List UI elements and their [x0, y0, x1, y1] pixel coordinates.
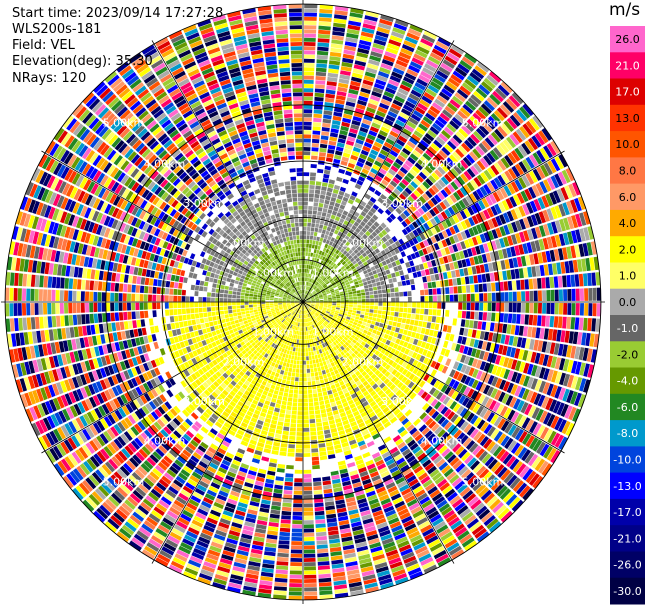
azimuth-spokes: [1, 0, 605, 604]
range-ring-label: 5.00km: [103, 476, 145, 489]
colorbar-tick-label: -6.0: [617, 401, 638, 414]
colorbar-ticks: 26.0 21.0 17.0 13.0 10.0 8.0 6.0 4.0 2.0 1.0 0.0 -1…: [613, 33, 641, 598]
colorbar-segment: [610, 262, 645, 290]
colorbar-segment: [610, 131, 645, 158]
colorbar-tick-label: -8.0: [617, 427, 638, 440]
azimuth-spoke: [302, 150, 565, 303]
colorbar-segment: [610, 236, 645, 263]
azimuth-spoke: [302, 301, 565, 454]
range-ring-label: 3.00km: [183, 395, 225, 408]
colorbar-tick-label: 6.0: [619, 191, 637, 204]
colorbar-segment: [610, 52, 645, 80]
range-ring-label: 5.00km: [462, 116, 504, 129]
range-ring-labels: 1.00km 2.00km 3.00km 4.00km 5.00km 1.00km 2.00…: [103, 116, 504, 488]
instrument-label: WLS200s-181: [12, 22, 102, 37]
range-ring-label: 4.00km: [421, 435, 463, 448]
azimuth-spoke: [302, 40, 455, 303]
range-ring-label: 2.00km: [223, 355, 265, 368]
range-ring-label: 4.00km: [144, 435, 186, 448]
colorbar-tick-label: -30.0: [613, 585, 641, 598]
colorbar-segment: [610, 393, 645, 421]
colorbar-tick-label: 26.0: [615, 33, 640, 46]
colorbar-tick-label: -2.0: [617, 348, 638, 361]
colorbar-segment: [610, 341, 645, 369]
colorbar-segment: [610, 577, 645, 605]
colorbar-tick-label: -1.0: [617, 322, 638, 335]
colorbar-segment: [610, 498, 645, 526]
range-ring-label: 1.00km: [253, 266, 295, 279]
colorbar-segment: [610, 288, 645, 316]
range-ring-label: 5.00km: [462, 476, 504, 489]
colorbar: [610, 26, 645, 605]
range-ring-label: 1.00km: [253, 326, 295, 339]
range-ring-label: 2.00km: [342, 355, 384, 368]
azimuth-spoke: [41, 150, 304, 303]
colorbar-segment: [610, 104, 645, 132]
colorbar-tick-label: 1.0: [619, 270, 637, 283]
colorbar-tick-label: 0.0: [619, 296, 637, 309]
colorbar-segment: [610, 26, 645, 53]
colorbar-tick-label: 17.0: [615, 86, 640, 99]
azimuth-spoke: [151, 301, 304, 564]
colorbar-tick-label: 13.0: [615, 112, 640, 125]
colorbar-unit-label: m/s: [609, 0, 641, 20]
range-ring-label: 1.00km: [312, 326, 354, 339]
colorbar-segment: [610, 78, 645, 106]
colorbar-tick-label: -17.0: [613, 506, 641, 519]
colorbar-segment: [610, 420, 645, 447]
range-ring-label: 3.00km: [381, 395, 423, 408]
colorbar-tick-label: -21.0: [613, 532, 641, 545]
colorbar-tick-label: 10.0: [615, 138, 640, 151]
colorbar-segment: [610, 446, 645, 474]
colorbar-segment: [610, 183, 645, 211]
colorbar-segment: [610, 209, 645, 237]
nrays-label: NRays: 120: [12, 71, 87, 86]
colorbar-segment: [610, 472, 645, 500]
colorbar-segment: [610, 367, 645, 395]
azimuth-spoke: [41, 301, 304, 454]
start-time-label: Start time: 2023/09/14 17:27:28: [12, 6, 224, 21]
range-ring-label: 4.00km: [421, 157, 463, 170]
colorbar-segment: [610, 157, 645, 185]
colorbar-tick-label: -26.0: [613, 559, 641, 572]
colorbar-segment: [610, 525, 645, 552]
range-ring-label: 5.00km: [103, 116, 145, 129]
colorbar-tick-label: -13.0: [613, 480, 641, 493]
colorbar-segment: [610, 551, 645, 579]
colorbar-tick-label: 2.0: [619, 243, 637, 256]
field-label: Field: VEL: [12, 38, 75, 53]
range-ring-label: 4.00km: [144, 157, 186, 170]
azimuth-spoke: [151, 40, 304, 303]
range-ring-label: 2.00km: [223, 237, 265, 250]
colorbar-tick-label: -4.0: [617, 375, 638, 388]
range-ring-label: 1.00km: [312, 266, 354, 279]
colorbar-segment: [610, 315, 645, 342]
colorbar-tick-label: 21.0: [615, 59, 640, 72]
azimuth-spoke: [302, 301, 455, 564]
colorbar-tick-label: 4.0: [619, 217, 637, 230]
colorbar-tick-label: -10.0: [613, 454, 641, 467]
range-ring-label: 2.00km: [342, 237, 384, 250]
range-ring-label: 3.00km: [183, 197, 225, 210]
elevation-label: Elevation(deg): 35.30: [12, 54, 153, 69]
colorbar-tick-label: 8.0: [619, 165, 637, 178]
ppi-gates: [5, 4, 601, 600]
range-ring-label: 3.00km: [381, 197, 423, 210]
